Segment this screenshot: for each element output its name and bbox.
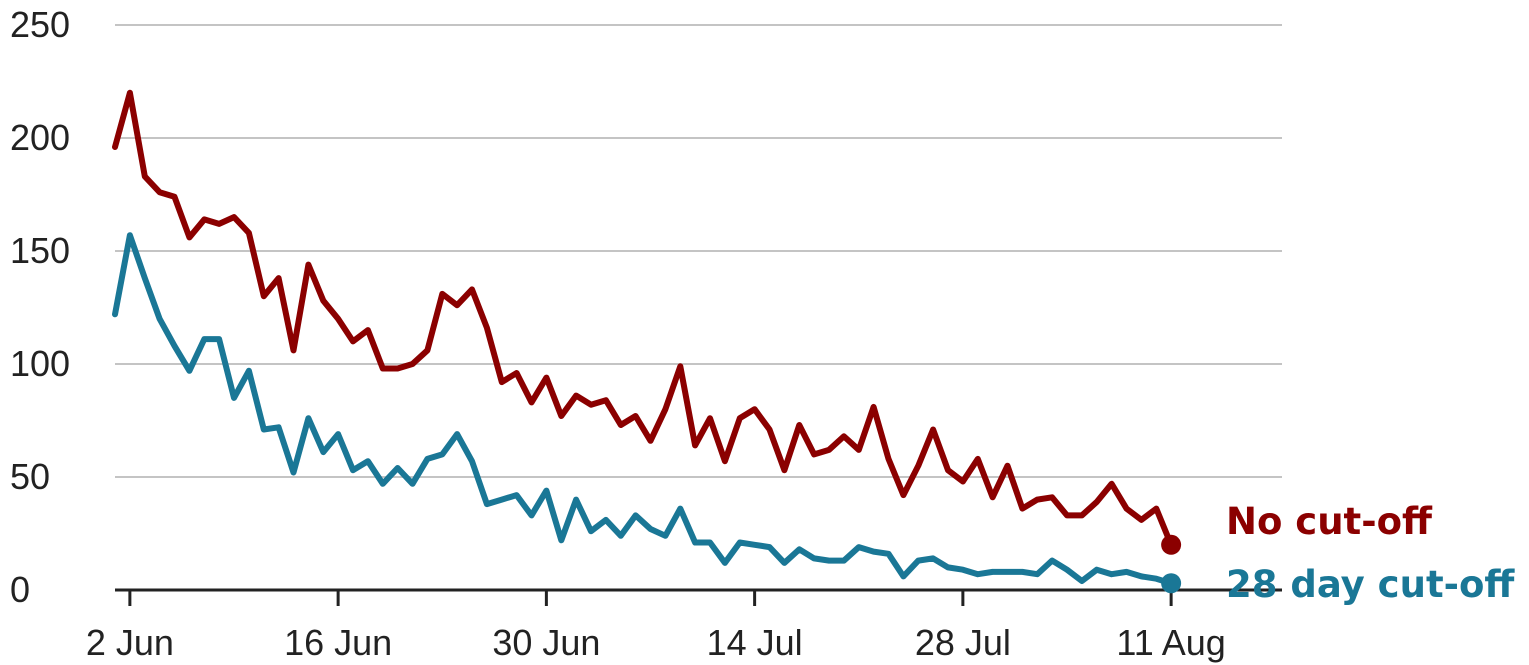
y-axis-ticks: 0 50 100 150 200 250 bbox=[10, 4, 70, 610]
series-end-point-0 bbox=[1161, 534, 1182, 555]
y-tick-label: 200 bbox=[10, 117, 70, 158]
x-tick-label: 14 Jul bbox=[707, 622, 803, 663]
y-tick-label: 50 bbox=[10, 456, 50, 497]
y-tick-label: 150 bbox=[10, 230, 70, 271]
series-end-labels: No cut-off 28 day cut-off bbox=[1226, 500, 1515, 606]
gridlines bbox=[115, 24, 1282, 478]
y-tick-label: 250 bbox=[10, 4, 70, 45]
x-tick-label: 30 Jun bbox=[492, 622, 600, 663]
series-line-0 bbox=[112, 89, 1175, 548]
series-label-0: No cut-off bbox=[1226, 500, 1433, 543]
x-axis-ticks: 2 Jun 16 Jun 30 Jun 14 Jul 28 Jul 11 Aug bbox=[86, 590, 1226, 663]
y-tick-label: 100 bbox=[10, 343, 70, 384]
series-lines bbox=[112, 89, 1182, 594]
series-line-1 bbox=[112, 232, 1175, 587]
y-tick-label: 0 bbox=[10, 569, 30, 610]
x-tick-label: 2 Jun bbox=[86, 622, 174, 663]
series-label-1: 28 day cut-off bbox=[1226, 563, 1515, 606]
series-end-point-1 bbox=[1161, 573, 1182, 594]
x-tick-label: 16 Jun bbox=[284, 622, 392, 663]
x-tick-label: 11 Aug bbox=[1116, 622, 1225, 663]
x-tick-label: 28 Jul bbox=[915, 622, 1011, 663]
